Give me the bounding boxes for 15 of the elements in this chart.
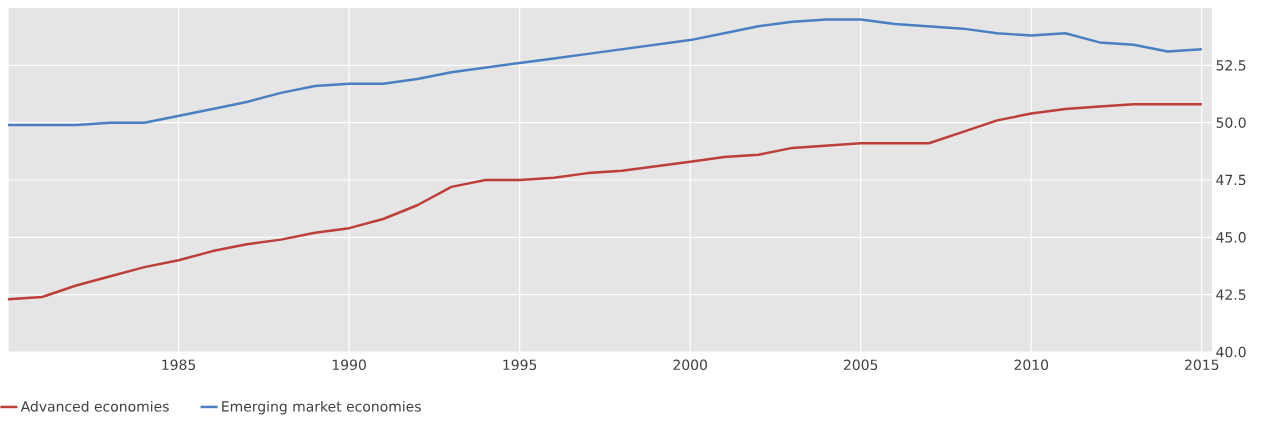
y-tick-label: 52.5 <box>1216 60 1246 71</box>
y-tick-label: 42.5 <box>1216 289 1246 300</box>
y-tick-label: 47.5 <box>1216 174 1246 186</box>
x-tick-label: 1985 <box>162 359 196 371</box>
y-tick-label: 45.0 <box>1216 232 1246 243</box>
x-tick-label: 2005 <box>843 359 878 371</box>
x-tick-label: 2010 <box>1014 359 1049 371</box>
x-tick-label: 2015 <box>1185 359 1219 371</box>
y-tick-label: 50.0 <box>1216 117 1246 128</box>
y-tick-label: 40.0 <box>1216 346 1246 358</box>
x-tick-label: 2000 <box>673 359 707 371</box>
legend-label: Emerging market economies <box>222 400 421 415</box>
legend-label: Advanced economies <box>20 400 169 412</box>
x-tick-label: 1990 <box>332 359 366 371</box>
x-tick-label: 1995 <box>503 359 537 371</box>
